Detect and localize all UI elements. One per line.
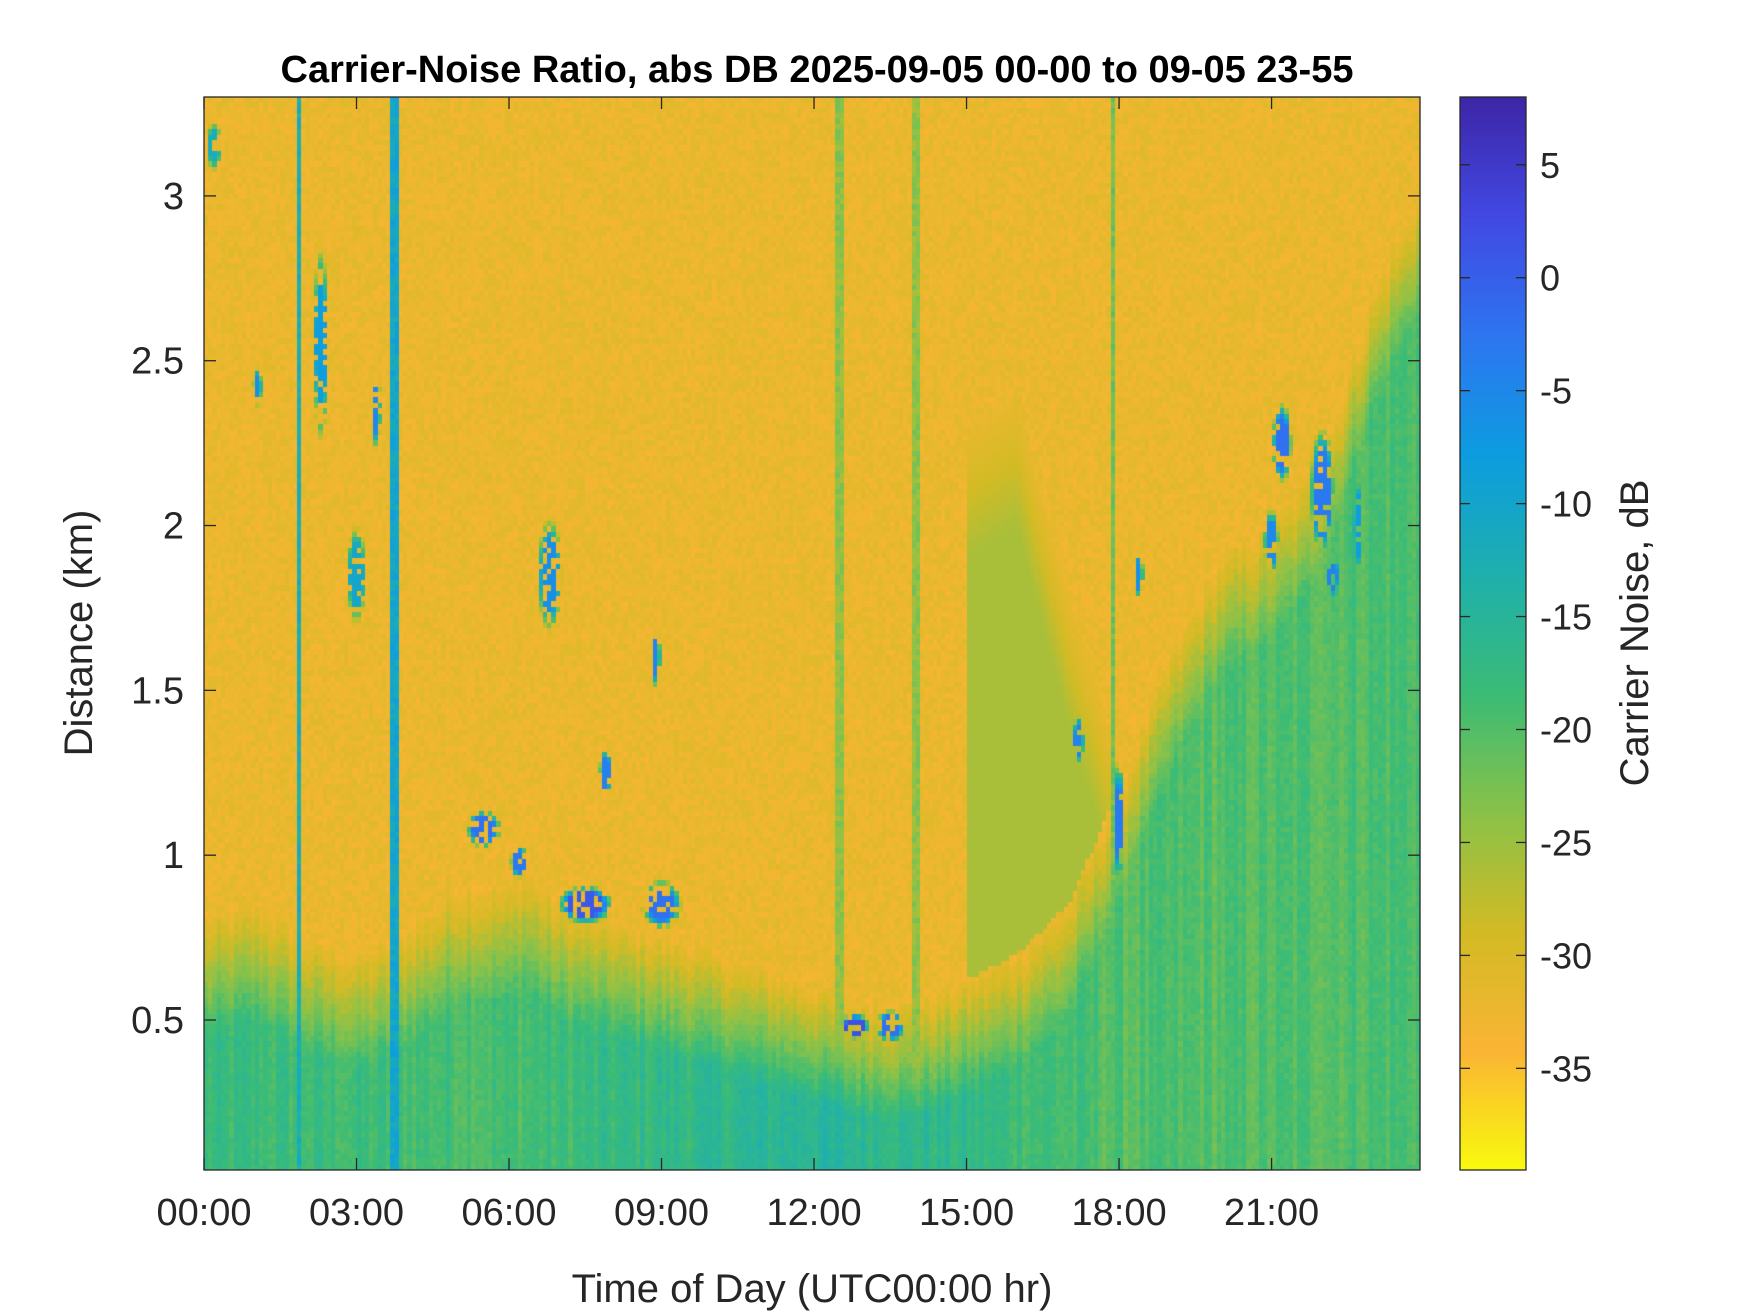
colorbar-tick-label: -30 — [1540, 935, 1592, 976]
x-axis: 00:00 03:00 06:00 09:00 12:00 15:00 18:00 21:00 — [156, 97, 1319, 1234]
y-axis: 0.5 1 1.5 2 2.5 3 — [131, 176, 1420, 1042]
colorbar-tick-label: -5 — [1540, 371, 1572, 412]
y-tick-label: 2 — [163, 506, 184, 548]
y-tick-label: 1 — [163, 835, 184, 877]
colorbar-tick-label: 0 — [1540, 258, 1560, 299]
colorbar-frame — [1459, 96, 1527, 1171]
x-tick-label: 03:00 — [309, 1192, 404, 1234]
colorbar — [1460, 97, 1526, 1170]
colorbar-tick-label: -10 — [1540, 484, 1592, 525]
colorbar-axis: 5 0 -5 -10 -15 -20 -25 -30 -35 — [1460, 145, 1592, 1089]
colorbar-label: Carrier Noise, dB — [1613, 480, 1657, 787]
x-tick-label: 21:00 — [1224, 1192, 1319, 1234]
colorbar-tick-label: -35 — [1540, 1048, 1592, 1089]
colorbar-tick-label: 5 — [1540, 145, 1560, 186]
x-tick-label: 12:00 — [766, 1192, 861, 1234]
heatmap-plot-area — [204, 97, 1420, 1170]
x-tick-label: 18:00 — [1072, 1192, 1167, 1234]
y-tick-label: 1.5 — [131, 670, 184, 712]
y-axis-label: Distance (km) — [57, 510, 101, 757]
y-tick-label: 0.5 — [131, 1000, 184, 1042]
colorbar-tick-label: -25 — [1540, 822, 1592, 863]
x-tick-label: 00:00 — [156, 1192, 251, 1234]
x-axis-label: Time of Day (UTC00:00 hr) — [572, 1267, 1053, 1311]
chart-title: Carrier-Noise Ratio, abs DB 2025-09-05 0… — [281, 49, 1354, 91]
carrier-noise-heatmap — [204, 97, 1420, 1170]
colorbar-tick-label: -15 — [1540, 597, 1592, 638]
plot-frame — [203, 96, 1421, 1171]
x-tick-label: 09:00 — [614, 1192, 709, 1234]
x-tick-label: 15:00 — [919, 1192, 1014, 1234]
y-tick-label: 2.5 — [131, 341, 184, 383]
y-tick-label: 3 — [163, 176, 184, 218]
colorbar-area — [1460, 97, 1526, 1170]
x-tick-label: 06:00 — [461, 1192, 556, 1234]
colorbar-tick-label: -20 — [1540, 710, 1592, 751]
